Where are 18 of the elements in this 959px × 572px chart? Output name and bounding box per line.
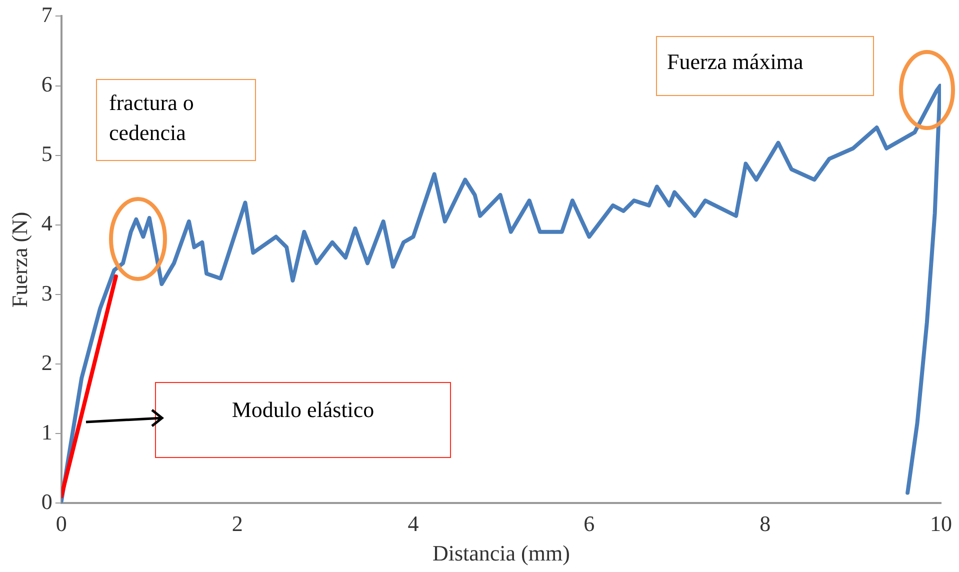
y-tick-label: 0 [41, 488, 52, 514]
annotation: Modulo elástico [155, 382, 451, 458]
x-tick-label: 10 [930, 511, 952, 536]
x-tick-label: 4 [408, 511, 419, 536]
annotation: fractura o cedencia [96, 79, 256, 161]
y-axis-title: Fuerza (N) [6, 212, 32, 308]
y-tick-label: 6 [41, 72, 52, 97]
y-tick-label: 5 [41, 141, 52, 166]
y-tick-label: 4 [41, 210, 52, 236]
x-tick-label: 6 [584, 511, 595, 536]
x-tick-label: 2 [232, 511, 243, 536]
y-tick-label: 1 [41, 419, 52, 444]
annotation: Fuerza máxima [656, 36, 874, 96]
x-tick-label: 8 [760, 511, 771, 536]
x-axis-title: Distancia (mm) [432, 540, 570, 566]
y-tick-label: 7 [41, 2, 52, 27]
y-tick-label: 2 [41, 350, 52, 375]
y-tick-label: 3 [41, 280, 52, 306]
